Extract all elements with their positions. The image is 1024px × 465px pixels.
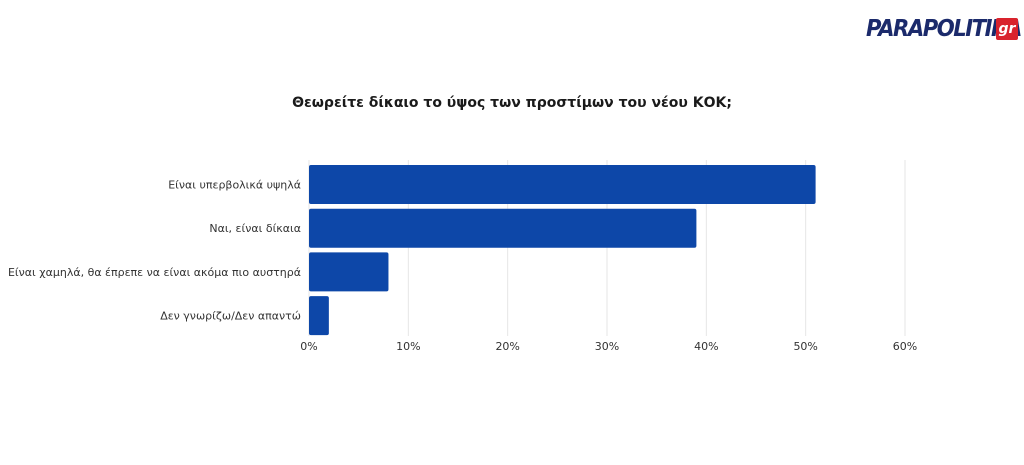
category-label: Δεν γνωρίζω/Δεν απαντώ bbox=[160, 310, 301, 323]
category-label: Είναι χαμηλά, θα έπρεπε να είναι ακόμα π… bbox=[8, 266, 301, 279]
x-tick-label: 0% bbox=[300, 340, 317, 353]
category-label: Ναι, είναι δίκαια bbox=[209, 222, 301, 235]
x-tick-label: 30% bbox=[595, 340, 619, 353]
bar bbox=[309, 165, 816, 204]
x-tick-label: 20% bbox=[495, 340, 519, 353]
bar bbox=[309, 208, 697, 248]
x-tick-label: 60% bbox=[893, 340, 917, 353]
x-tick-label: 10% bbox=[396, 340, 420, 353]
parapolitika-logo: PARAPOLITIKA gr bbox=[866, 14, 1024, 44]
x-tick-label: 40% bbox=[694, 340, 718, 353]
logo-gr-badge: gr bbox=[996, 18, 1018, 40]
category-label: Είναι υπερβολικά υψηλά bbox=[168, 179, 301, 192]
chart-title: Θεωρείτε δίκαιο το ύψος των προστίμων το… bbox=[292, 95, 732, 111]
bar bbox=[309, 252, 389, 292]
bar bbox=[309, 296, 329, 336]
x-tick-label: 50% bbox=[793, 340, 817, 353]
